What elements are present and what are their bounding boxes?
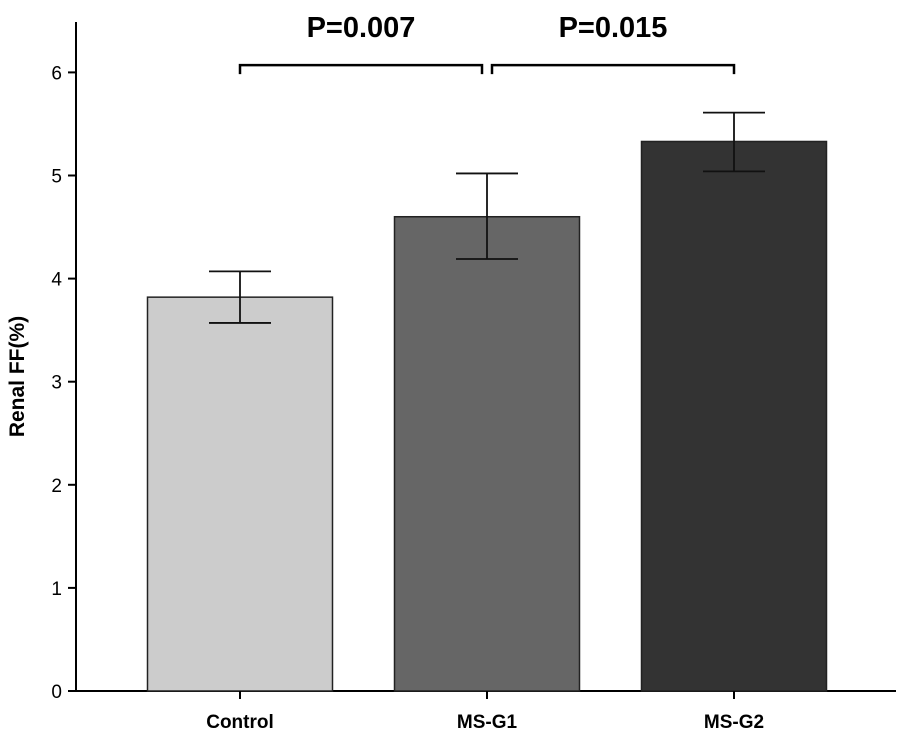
y-tick-label: 3 (51, 373, 62, 394)
p-value-label: P=0.015 (559, 12, 668, 44)
x-ticks-group: Control MS-G1 MS-G2 (206, 691, 764, 733)
x-tick-label: MS-G2 (704, 712, 764, 733)
y-tick-label: 2 (51, 476, 62, 497)
bar-control (146, 296, 334, 692)
y-tick-label: 4 (51, 270, 62, 291)
y-axis-label: Renal FF(%) (6, 316, 29, 437)
y-tick-label: 0 (51, 682, 62, 703)
y-tick-label: 5 (51, 167, 62, 188)
annotations-group: P=0.007 P=0.015 (238, 12, 736, 75)
bar-ms-g2 (640, 140, 828, 692)
y-tick-label: 6 (51, 63, 62, 84)
y-tick-label: 1 (51, 579, 62, 600)
x-tick-label: Control (206, 712, 274, 733)
significance-bracket (490, 63, 736, 75)
error-bars-group (209, 111, 765, 324)
y-ticks-group: 0 1 2 3 4 5 6 (51, 63, 76, 703)
significance-bracket (238, 63, 484, 75)
p-value-label: P=0.007 (307, 12, 416, 44)
x-tick-label: MS-G1 (457, 712, 518, 733)
bars-group (146, 140, 828, 692)
bar-ms-g1 (393, 215, 581, 692)
